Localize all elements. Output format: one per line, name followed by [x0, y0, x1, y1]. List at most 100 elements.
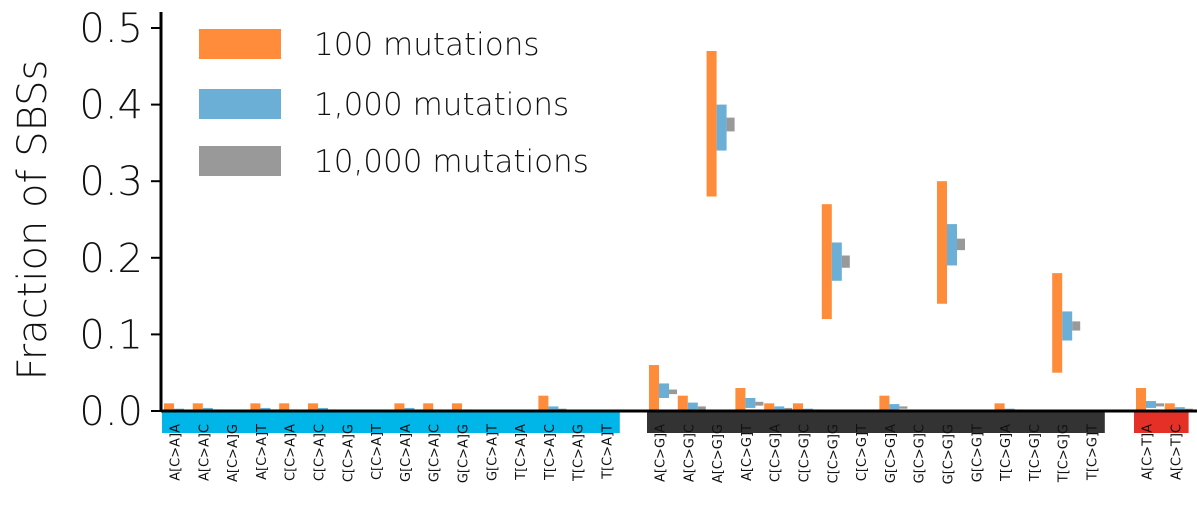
x-tick-label: G[C>A]T [485, 424, 500, 481]
bar-ACAA-series0 [164, 403, 174, 411]
bar-TCGG-series1 [1062, 311, 1073, 341]
x-tick-label: A[C>A]T [255, 424, 270, 480]
legend-swatch [199, 146, 281, 176]
class-band-CA [162, 411, 620, 433]
x-tick-label: T[C>A]A [514, 424, 529, 481]
legend-label: 100 mutations [314, 27, 540, 63]
bar-ACGG-series1 [716, 104, 727, 151]
bar-ACTA-series1 [1146, 401, 1156, 408]
x-tick-label: T[C>A]C [543, 424, 558, 481]
bar-ACAC-series0 [192, 403, 203, 411]
x-tick-label: G[C>G]G [942, 424, 957, 484]
bar-ACAT-series1 [260, 407, 271, 411]
legend-swatch [199, 89, 281, 119]
x-tick-label: C[C>A]C [313, 424, 328, 481]
x-tick-label: A[C>A]A [169, 424, 184, 481]
x-tick-label: A[C>G]T [740, 424, 755, 481]
x-tick-label: G[C>A]G [457, 424, 472, 483]
x-tick-label: G[C>G]C [913, 424, 928, 483]
bar-CCGC-series0 [793, 403, 803, 411]
bar-GCAG-series0 [452, 403, 462, 411]
bar-ACGC-series1 [687, 402, 698, 411]
bar-ACGA-series2 [669, 389, 677, 395]
x-tick-label: A[C>G]G [711, 424, 726, 483]
bar-ACGT-series2 [755, 401, 764, 406]
x-tick-label: C[C>G]T [855, 424, 870, 481]
bar-CCAC-series1 [318, 407, 328, 411]
x-tick-label: C[C>A]A [284, 424, 299, 481]
class-band-CG [647, 411, 1105, 433]
bar-CCGG-series2 [841, 255, 850, 268]
bar-ACTC-series1 [1174, 407, 1185, 411]
x-tick-label: C[C>A]G [341, 424, 356, 482]
x-tick-label: A[C>A]C [197, 424, 212, 481]
y-axis-label: Fraction of SBSs [10, 60, 56, 381]
x-tick-label: G[C>G]A [884, 424, 899, 483]
legend: 100 mutations 1,000 mutations 10,000 mutat… [199, 27, 589, 180]
x-tick-label: A[C>G]A [654, 424, 669, 482]
bar-GCGA-series1 [889, 404, 900, 410]
x-tick-label: T[C>G]G [1057, 424, 1072, 483]
x-tick-label: A[C>T]C [1169, 424, 1184, 480]
bar-ACAT-series0 [250, 403, 261, 411]
bar-CCGA-series2 [784, 407, 793, 411]
bar-ACTC-series0 [1164, 403, 1175, 411]
bar-ACGG-series0 [706, 50, 717, 197]
bar-GCGG-series0 [937, 181, 947, 304]
mutation-class-bands [162, 411, 1189, 433]
bar-ACGT-series1 [745, 397, 756, 408]
y-tick-label: 0.5 [79, 6, 143, 52]
bar-ACGT-series0 [735, 388, 746, 411]
y-tick-label: 0.1 [79, 312, 143, 358]
bar-ACGA-series0 [649, 365, 659, 411]
x-tick-label: T[C>G]A [999, 424, 1014, 482]
y-tick-label: 0.0 [79, 389, 143, 435]
bar-CCAA-series0 [279, 403, 290, 411]
x-tick-labels: A[C>A]A A[C>A]C A[C>A]G A[C>A]T C[C>A]A C[C>A… [169, 424, 1185, 484]
x-tick-label: T[C>A]G [572, 424, 587, 482]
bar-CCGA-series0 [764, 403, 775, 411]
bar-GCGA-series0 [879, 395, 890, 411]
bar-ACGC-series2 [697, 406, 706, 410]
y-tick-label: 0.4 [79, 83, 143, 129]
x-tick-label: G[C>G]T [970, 424, 985, 482]
bars-layer [164, 50, 1193, 412]
x-tick-label: G[C>A]A [399, 424, 414, 482]
bar-GCGG-series2 [957, 238, 965, 251]
bar-ACAC-series1 [202, 407, 213, 411]
bar-TCAC-series0 [538, 395, 549, 411]
x-tick-label: T[C>G]C [1028, 424, 1043, 482]
x-tick-label: A[C>A]G [226, 424, 241, 482]
bar-TCAC-series1 [548, 406, 559, 411]
y-tick-label: 0.2 [79, 236, 143, 282]
bar-CCGG-series1 [831, 242, 842, 281]
bar-TCGA-series0 [994, 403, 1005, 411]
bar-CCGG-series0 [821, 204, 832, 320]
x-tick-label: A[C>G]C [682, 424, 697, 482]
bar-GCAA-series1 [404, 407, 415, 411]
legend-swatch [199, 29, 281, 59]
axes: 0.0 0.1 0.2 0.3 0.4 0.5 [79, 6, 1197, 435]
legend-label: 10,000 mutations [314, 144, 589, 180]
class-band-CT [1134, 411, 1189, 433]
x-tick-label: T[C>A]T [601, 424, 616, 480]
bar-TCGG-series0 [1052, 273, 1063, 373]
bar-ACGA-series1 [659, 383, 669, 398]
x-tick-label: A[C>T]A [1141, 424, 1156, 480]
x-tick-label: G[C>A]C [428, 424, 443, 482]
bar-CCGA-series1 [774, 406, 785, 411]
legend-label: 1,000 mutations [314, 87, 569, 123]
x-tick-label: C[C>G]C [798, 424, 813, 482]
bar-GCAA-series0 [394, 403, 405, 411]
bar-GCGG-series1 [947, 224, 957, 266]
bar-CCAC-series0 [308, 403, 318, 411]
x-tick-label: T[C>G]T [1086, 424, 1101, 481]
bar-ACGG-series2 [726, 117, 735, 132]
bar-GCAC-series0 [423, 403, 434, 411]
bar-ACTA-series2 [1156, 403, 1164, 407]
x-tick-label: C[C>A]T [370, 424, 385, 480]
bar-TCGG-series2 [1072, 321, 1081, 331]
x-tick-label: C[C>G]A [769, 424, 784, 482]
bar-ACTC-series2 [1184, 408, 1193, 411]
